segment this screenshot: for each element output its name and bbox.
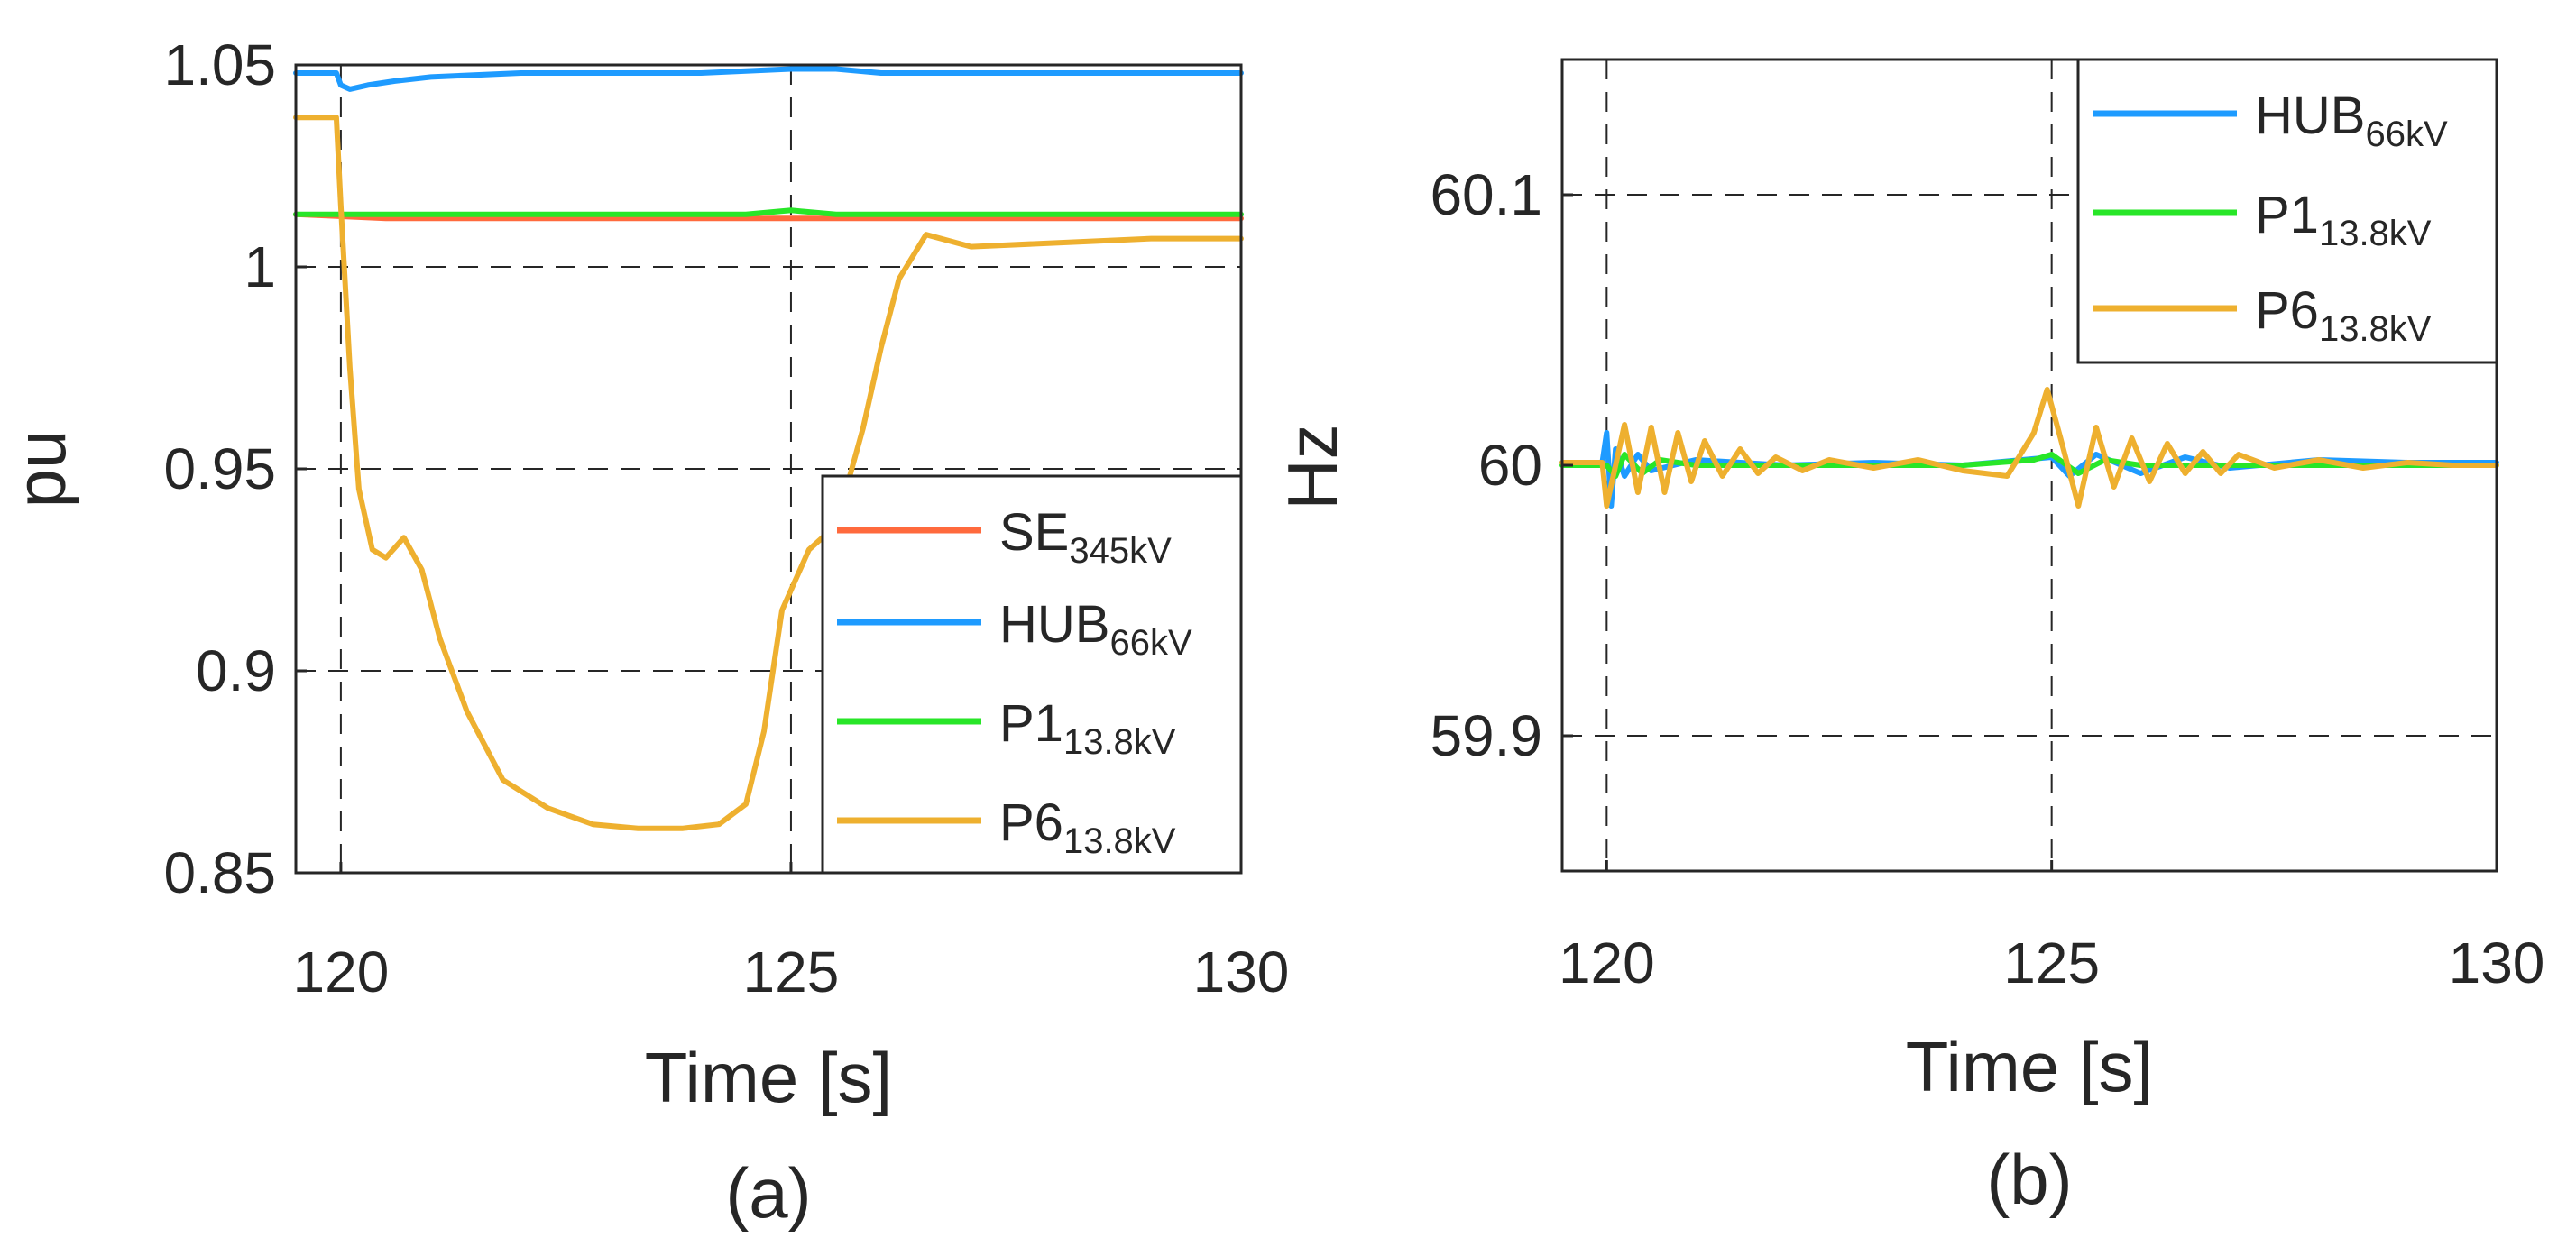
chart-a-y-ticks: 0.85 0.9 0.95 1 1.05 xyxy=(163,32,307,905)
chart-a-ylabel: pu xyxy=(1,430,80,509)
xtick-label: 120 xyxy=(1559,931,1655,995)
legend-entry-p1: P113.8kV xyxy=(837,694,1176,762)
chart-b-legend: HUB66kV P113.8kV P613.8kV xyxy=(2076,58,2498,364)
legend-label-p6: P613.8kV xyxy=(999,793,1176,861)
series-hub-line xyxy=(293,66,1244,92)
chart-a: 0.85 0.9 0.95 1 1.05 120 125 130 pu Time [s] (… xyxy=(1,32,1289,1233)
chart-b-x-ticks: 120 125 130 xyxy=(1559,860,2544,995)
chart-a-x-ticks: 120 125 130 xyxy=(293,862,1290,1004)
chart-b-ylabel: Hz xyxy=(1273,424,1352,509)
series-p6-line xyxy=(293,115,1244,831)
ytick-label: 60.1 xyxy=(1430,162,1542,227)
legend-entry-p6: P613.8kV xyxy=(837,793,1176,861)
chart-a-legend: SE345kV HUB66kV P113.8kV P613.8kV xyxy=(821,474,1243,875)
chart-a-caption: (a) xyxy=(725,1153,811,1233)
legend-label-p1: P113.8kV xyxy=(999,694,1176,762)
series-p1-line xyxy=(293,207,1244,217)
xtick-label: 125 xyxy=(743,940,840,1004)
ytick-label: 1.05 xyxy=(163,32,276,97)
chart-a-series xyxy=(293,66,1244,831)
legend-entry-hub-b: HUB66kV xyxy=(2093,87,2448,154)
legend-label-hub: HUB66kV xyxy=(999,595,1192,663)
ytick-label: 0.9 xyxy=(196,638,276,703)
chart-a-xlabel: Time [s] xyxy=(645,1038,892,1117)
chart-b-series xyxy=(1559,387,2499,509)
xtick-label: 130 xyxy=(2449,931,2545,995)
ytick-label: 59.9 xyxy=(1430,703,1542,768)
series-p6-line xyxy=(1559,387,2499,509)
ytick-label: 0.95 xyxy=(163,436,276,501)
chart-a-legend-box xyxy=(821,474,1243,875)
xtick-label: 130 xyxy=(1193,940,1290,1004)
xtick-label: 120 xyxy=(293,940,390,1004)
legend-label-se: SE345kV xyxy=(999,503,1172,571)
ytick-label: 1 xyxy=(244,234,276,299)
legend-label-p6-b: P613.8kV xyxy=(2255,281,2432,349)
legend-entry-hub: HUB66kV xyxy=(837,595,1192,663)
chart-b: 59.9 60 60.1 120 125 130 Hz Time [s] (b) HUB… xyxy=(1273,58,2544,1219)
legend-entry-p6-b: P613.8kV xyxy=(2093,281,2432,349)
ytick-label: 60 xyxy=(1478,433,1542,498)
series-se-line xyxy=(293,211,1244,222)
xtick-label: 125 xyxy=(2003,931,2100,995)
legend-label-p1-b: P113.8kV xyxy=(2255,186,2432,253)
legend-entry-p1-b: P113.8kV xyxy=(2093,186,2432,253)
chart-b-caption: (b) xyxy=(1986,1140,2072,1219)
chart-b-xlabel: Time [s] xyxy=(1906,1027,2153,1106)
legend-entry-se: SE345kV xyxy=(837,503,1172,571)
ytick-label: 0.85 xyxy=(163,840,276,905)
legend-label-hub-b: HUB66kV xyxy=(2255,87,2448,154)
chart-b-y-ticks: 59.9 60 60.1 xyxy=(1430,162,1573,768)
